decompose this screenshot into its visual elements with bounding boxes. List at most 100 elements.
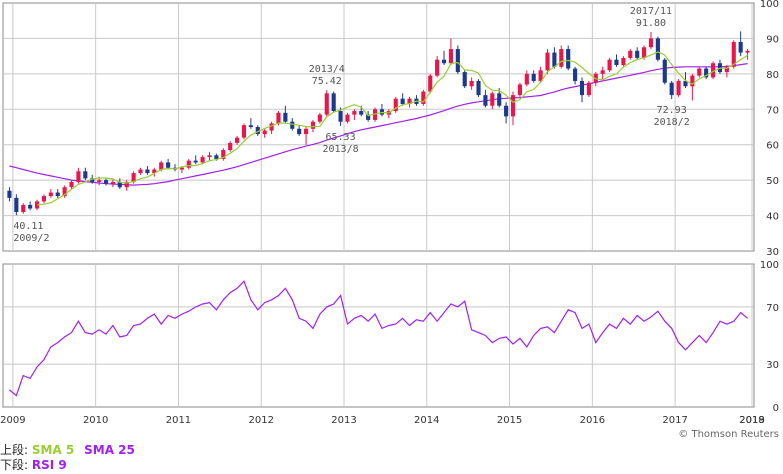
x-tick-label: 2012 (249, 415, 274, 426)
candle-body (62, 187, 67, 197)
rsi-panel: 100 70 30 0 (2, 260, 779, 414)
legend-sma25: SMA 25 (84, 443, 135, 457)
annotation-label: 2013/4 (309, 64, 345, 75)
candle-body (304, 128, 309, 135)
candle-body (41, 196, 47, 202)
candle-body (359, 111, 364, 115)
candle (331, 91, 336, 113)
candle-body (510, 95, 516, 117)
candle-body (538, 70, 543, 81)
candle-body (400, 98, 405, 104)
candle (304, 127, 309, 145)
candle (421, 89, 426, 106)
candle-body (103, 180, 109, 184)
candle-body (662, 59, 667, 83)
candle (55, 189, 60, 198)
price-y-tick-label: 50 (766, 176, 779, 187)
candle-body (497, 93, 502, 106)
candle-body (7, 190, 12, 198)
candle (655, 36, 660, 62)
annotation-value: 75.42 (312, 76, 342, 87)
candle (407, 96, 412, 108)
candle-body (366, 114, 371, 120)
legend-sma5: SMA 5 (31, 443, 75, 457)
rsi-panel-frame (2, 263, 755, 408)
price-axis-ticks: 100 90 80 70 60 50 40 30 (760, 0, 779, 258)
candle (152, 167, 157, 177)
x-tick-label: 2014 (414, 415, 439, 426)
candle-body (421, 91, 426, 104)
candle-body (338, 111, 343, 122)
candle (366, 111, 371, 122)
candle-body (704, 68, 709, 78)
candle-body (110, 181, 115, 184)
candle (669, 80, 674, 100)
candle (690, 73, 695, 101)
candle-body (655, 38, 660, 60)
candle-body (586, 82, 591, 96)
candle-body (552, 52, 557, 67)
candle-body (517, 84, 522, 96)
candle-body (690, 75, 695, 87)
candle-body (324, 93, 329, 115)
candle-body (448, 49, 453, 64)
candle-body (28, 204, 33, 209)
candle-body (642, 47, 647, 58)
candle-body (131, 173, 136, 182)
candle-body (345, 114, 350, 122)
x-axis-ticks: 2009 2010 2011 2012 2013 2014 2015 2016 2017 2018… (0, 415, 765, 426)
candle (117, 178, 122, 189)
candle (662, 57, 667, 85)
candle-body (276, 112, 281, 124)
candle-body (372, 109, 378, 120)
candle-body (441, 59, 447, 64)
candle-body (607, 59, 612, 71)
x-tick-label: 2018 (739, 415, 764, 426)
price-y-tick-label: 70 (766, 105, 779, 116)
candle-body (628, 50, 633, 58)
candle-body (186, 160, 191, 168)
rsi-y-tick-label: 70 (766, 303, 779, 314)
candle (48, 189, 53, 198)
candle (697, 66, 702, 78)
candle-body (545, 52, 550, 71)
annotation-label: 2009/2 (13, 233, 49, 244)
candle (566, 45, 571, 71)
candle (607, 57, 612, 73)
candle (393, 96, 398, 113)
candle-body (117, 181, 122, 188)
candle (579, 77, 585, 103)
legend-lower-row: 下段: RSI 9 (0, 458, 67, 473)
candle-body (731, 41, 736, 67)
candle-body (738, 41, 743, 53)
candle (145, 165, 150, 175)
price-y-tick-label: 90 (766, 34, 779, 45)
candle-body (152, 169, 157, 174)
candle (531, 70, 536, 83)
candle-body (83, 171, 88, 179)
candle (448, 38, 453, 65)
candle (324, 90, 329, 117)
rsi-line-layer (9, 280, 748, 397)
candle-body (55, 192, 60, 197)
candle (317, 112, 322, 124)
candle-body (504, 105, 509, 117)
candle-body (683, 80, 688, 87)
candle (504, 102, 509, 124)
annotation-value: 91.80 (636, 18, 666, 29)
candle-body (14, 197, 19, 213)
candle-body (462, 72, 467, 87)
candle-body (579, 80, 585, 96)
candle (269, 121, 274, 135)
annotation-label: 2013/8 (322, 144, 358, 155)
candle (704, 66, 709, 80)
candle (635, 47, 640, 60)
legend-upper-label: 上段: (0, 443, 29, 457)
candle (428, 73, 433, 94)
candle-body (621, 57, 626, 65)
candle-body (745, 50, 750, 53)
candle-body (262, 130, 267, 135)
candle (7, 187, 12, 202)
